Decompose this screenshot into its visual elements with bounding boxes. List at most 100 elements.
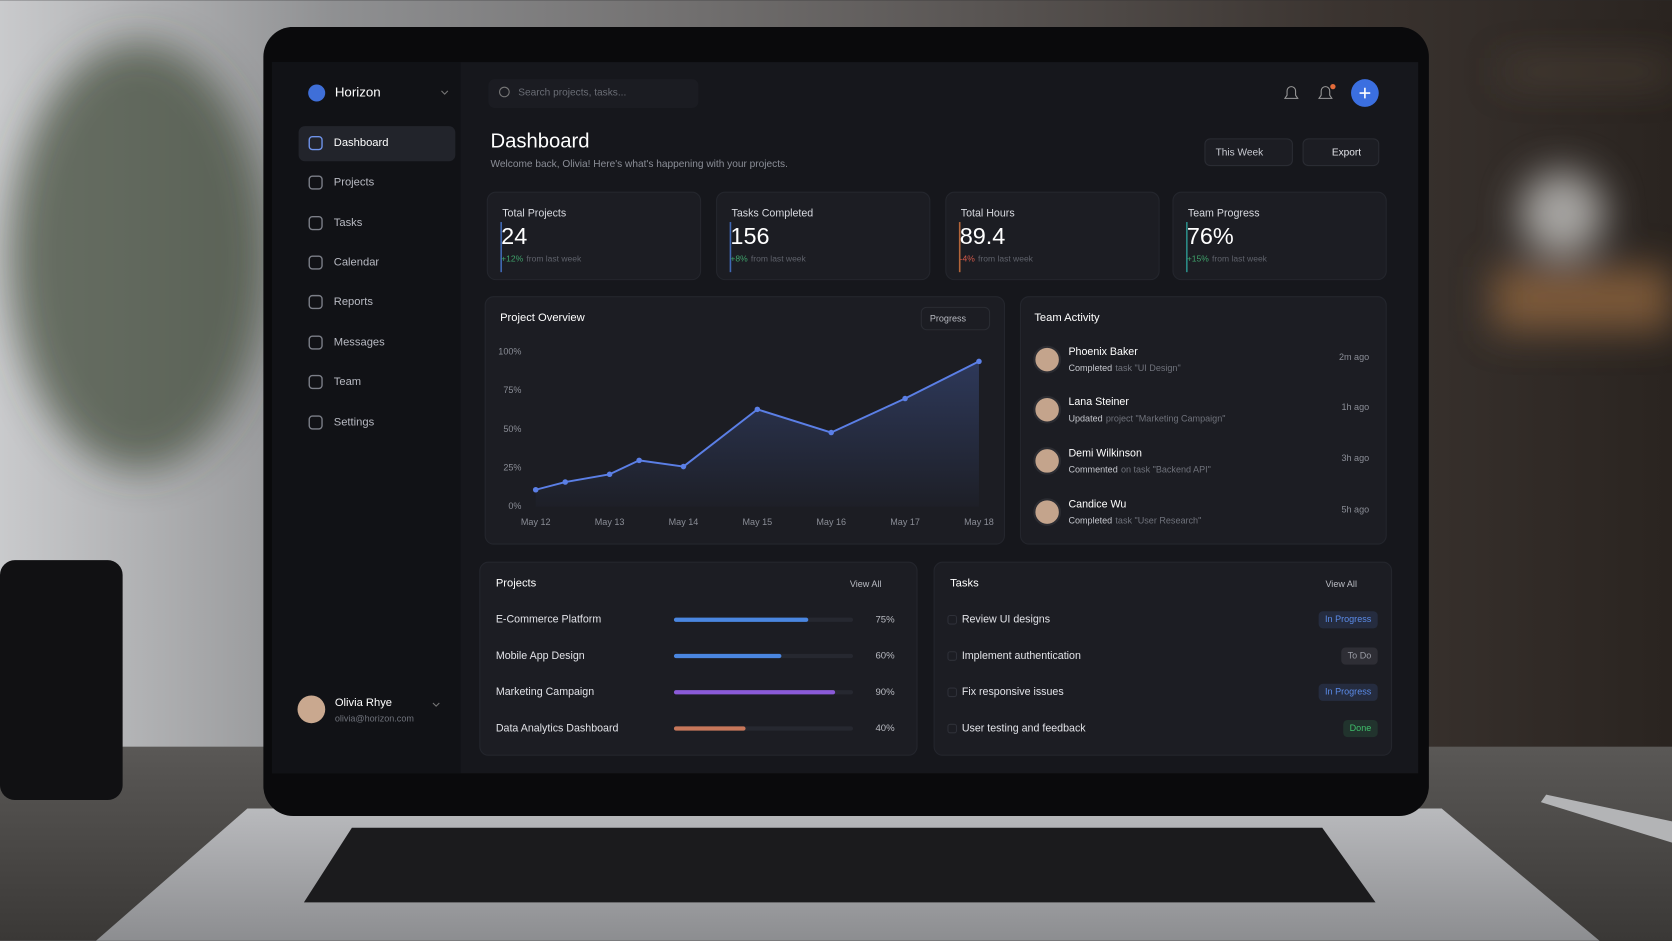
line-point [828, 429, 834, 436]
x-tick-label: May 14 [669, 517, 699, 527]
nav-item[interactable]: Projects [334, 177, 375, 189]
y-tick-label: 50% [503, 424, 521, 434]
period-button[interactable] [1204, 138, 1293, 167]
brand-logo [308, 84, 326, 102]
x-tick-label: May 17 [890, 517, 920, 527]
period: This Week [1216, 147, 1265, 158]
bell-icon[interactable] [1283, 86, 1299, 99]
card [479, 561, 918, 756]
y-tick-label: 0% [508, 501, 521, 511]
line-area [535, 361, 979, 507]
nav-icon[interactable] [308, 136, 323, 151]
x-tick-label: May 15 [743, 517, 773, 527]
checkbox[interactable] [947, 723, 958, 734]
search-box[interactable] [488, 79, 699, 108]
activity: Updated project "Marketing Campaign" [1068, 414, 1225, 424]
line-point [562, 479, 569, 485]
activity-action: Completed [1068, 364, 1112, 374]
chart-title: Project Overview [500, 312, 585, 324]
activity-detail: task "UI Design" [1115, 364, 1180, 374]
x-tick-label: May 13 [595, 517, 625, 527]
chevron[interactable] [432, 702, 440, 707]
status-badge [1318, 683, 1378, 701]
sidebar [271, 62, 461, 774]
checkbox[interactable] [947, 687, 958, 698]
project-name: Marketing Campaign [496, 686, 594, 698]
progress-bar [673, 726, 746, 731]
progress-bar [673, 653, 782, 659]
checkbox[interactable] [947, 614, 958, 625]
nav-item[interactable]: Messages [334, 336, 385, 348]
activity-action: Commented [1068, 465, 1117, 475]
nav-icon[interactable] [308, 294, 323, 310]
nav-item[interactable]: Team [334, 376, 361, 388]
nav-icon[interactable] [308, 216, 323, 231]
card [933, 561, 1393, 756]
chart-control[interactable] [920, 306, 991, 331]
nav-item[interactable]: Settings [334, 416, 375, 428]
search-placeholder: Search projects, tasks... [518, 88, 626, 99]
stat-change: +12% from last week [501, 254, 582, 264]
user-email: olivia@horizon.com [335, 713, 414, 723]
nav-item[interactable]: Dashboard [334, 137, 389, 149]
nav-item[interactable]: Calendar [334, 257, 380, 269]
checkbox[interactable] [947, 651, 958, 661]
progress-label: 40% [875, 723, 895, 734]
task-status: In Progress [1325, 614, 1372, 624]
nav-icon[interactable] [308, 175, 323, 190]
progress-bar [673, 617, 809, 622]
stat-label: Team Progress [1188, 207, 1260, 219]
nav-icon[interactable] [308, 415, 323, 430]
export-button[interactable] [1302, 138, 1380, 167]
avatar [1033, 395, 1061, 424]
activity-action: Updated [1068, 414, 1102, 424]
chevron[interactable] [441, 90, 449, 95]
user-avatar [297, 695, 326, 724]
project-name: E-Commerce Platform [496, 614, 602, 626]
status-badge [1318, 611, 1378, 629]
view-all[interactable]: View All [1325, 579, 1357, 589]
status-badge [1341, 647, 1378, 665]
line-point [754, 406, 761, 413]
task-status: Done [1350, 723, 1372, 733]
avatar [1033, 345, 1061, 374]
nav-icon[interactable] [308, 255, 323, 270]
progress-label: 90% [875, 687, 895, 698]
status-badge [1343, 720, 1378, 738]
nav-item[interactable]: Reports [334, 296, 374, 308]
task-name: Fix responsive issues [962, 686, 1064, 698]
x-tick-label: May 18 [964, 517, 994, 527]
activity-time: 1h ago [1341, 402, 1369, 412]
projects-title: Projects [496, 577, 537, 589]
project-name: Mobile App Design [496, 650, 585, 662]
bell-icon[interactable] [1318, 86, 1333, 99]
line-point [606, 471, 613, 478]
progress-bar [673, 690, 836, 695]
card [1172, 191, 1387, 281]
nav-icon[interactable] [308, 374, 323, 390]
activity: Completed task "UI Design" [1068, 364, 1180, 374]
member-name: Demi Wilkinson [1068, 447, 1141, 459]
tasks-title: Tasks [950, 577, 979, 589]
nav-icon[interactable] [308, 335, 323, 350]
task-name: Review UI designs [962, 614, 1050, 626]
view-all[interactable]: View All [850, 579, 882, 589]
member-name: Candice Wu [1068, 498, 1126, 510]
keyboard [303, 827, 1376, 903]
activity-detail: project "Marketing Campaign" [1106, 414, 1226, 424]
stat-value: 76% [1187, 223, 1234, 249]
line-point [902, 395, 908, 402]
card [486, 191, 702, 281]
search-icon [499, 86, 510, 98]
activity-detail: on task "Backend API" [1121, 465, 1211, 475]
stat-change-value: +15% [1187, 254, 1209, 264]
page-subtitle: Welcome back, Olivia! Here's what's happ… [491, 159, 788, 170]
nav-item[interactable]: Tasks [334, 217, 363, 229]
avatar [1033, 447, 1061, 475]
mug [0, 560, 123, 800]
notification-dot [1330, 83, 1336, 90]
stat-value: 89.4 [960, 223, 1006, 249]
chart-control-label: Progress [930, 313, 967, 323]
